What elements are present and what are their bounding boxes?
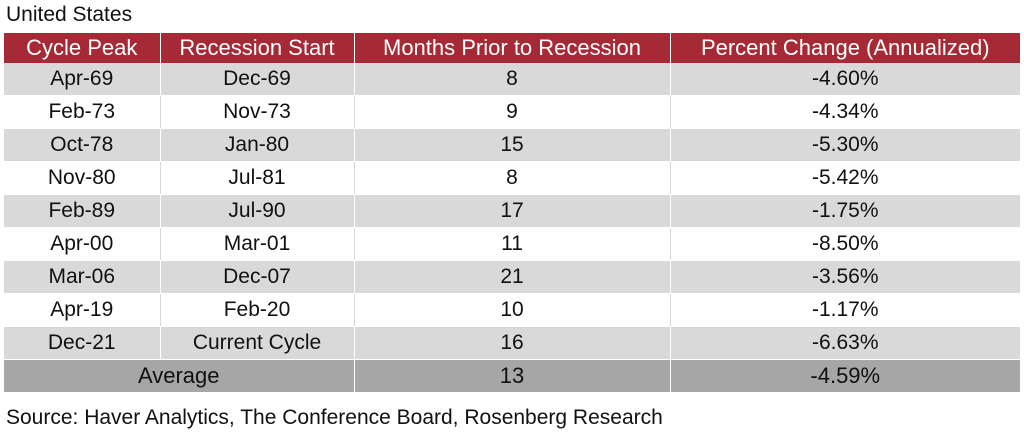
cell-months-prior: 9 [354,95,671,129]
column-header-recession-start: Recession Start [160,33,355,63]
cell-cycle-peak: Feb-73 [4,95,161,129]
cell-percent-change: -4.60% [670,63,1020,96]
cell-recession-start: Current Cycle [160,326,355,360]
source-note: Source: Haver Analytics, The Conference … [6,406,663,429]
table-row: Apr-69 Dec-69 8 -4.60% [4,63,1020,96]
cell-months-prior: 15 [354,128,671,162]
cell-recession-start: Jan-80 [160,128,355,162]
table-footer: Average 13 -4.59% [4,359,1020,392]
cell-months-prior: 8 [354,63,671,96]
table-row: Nov-80 Jul-81 8 -5.42% [4,161,1020,195]
cell-months-prior: 16 [354,326,671,360]
table-row: Feb-73 Nov-73 9 -4.34% [4,95,1020,129]
cell-recession-start: Nov-73 [160,95,355,129]
table-row: Feb-89 Jul-90 17 -1.75% [4,194,1020,228]
cell-months-prior: 10 [354,293,671,327]
cell-percent-change: -3.56% [670,260,1020,294]
cell-percent-change: -4.34% [670,95,1020,129]
cell-cycle-peak: Apr-00 [4,227,161,261]
cell-percent-change: -5.42% [670,161,1020,195]
table-header: Cycle Peak Recession Start Months Prior … [4,33,1020,63]
region-label: United States [6,3,133,26]
cell-recession-start: Feb-20 [160,293,355,327]
cell-recession-start: Dec-69 [160,63,355,96]
table-row: Apr-00 Mar-01 11 -8.50% [4,227,1020,261]
column-header-cycle-peak: Cycle Peak [4,33,161,63]
header-row: Cycle Peak Recession Start Months Prior … [4,33,1020,63]
column-header-percent-change: Percent Change (Annualized) [670,33,1020,63]
average-label: Average [4,359,355,392]
table-row: Mar-06 Dec-07 21 -3.56% [4,260,1020,294]
table-row: Dec-21 Current Cycle 16 -6.63% [4,326,1020,360]
average-percent-change: -4.59% [670,359,1020,392]
table-body: Apr-69 Dec-69 8 -4.60% Feb-73 Nov-73 9 -… [4,63,1020,360]
table-row: Apr-19 Feb-20 10 -1.17% [4,293,1020,327]
cell-recession-start: Mar-01 [160,227,355,261]
column-header-months-prior: Months Prior to Recession [354,33,671,63]
cell-cycle-peak: Dec-21 [4,326,161,360]
cell-months-prior: 8 [354,161,671,195]
cell-percent-change: -1.75% [670,194,1020,228]
cell-percent-change: -6.63% [670,326,1020,360]
cell-cycle-peak: Oct-78 [4,128,161,162]
recession-table: Cycle Peak Recession Start Months Prior … [4,33,1020,392]
cell-recession-start: Dec-07 [160,260,355,294]
cell-months-prior: 21 [354,260,671,294]
cell-cycle-peak: Mar-06 [4,260,161,294]
average-months: 13 [354,359,671,392]
cell-recession-start: Jul-90 [160,194,355,228]
cell-percent-change: -5.30% [670,128,1020,162]
cell-months-prior: 17 [354,194,671,228]
cell-cycle-peak: Nov-80 [4,161,161,195]
cell-percent-change: -1.17% [670,293,1020,327]
average-row: Average 13 -4.59% [4,359,1020,392]
cell-percent-change: -8.50% [670,227,1020,261]
cell-recession-start: Jul-81 [160,161,355,195]
cell-cycle-peak: Apr-69 [4,63,161,96]
cell-cycle-peak: Feb-89 [4,194,161,228]
table-row: Oct-78 Jan-80 15 -5.30% [4,128,1020,162]
cell-cycle-peak: Apr-19 [4,293,161,327]
cell-months-prior: 11 [354,227,671,261]
